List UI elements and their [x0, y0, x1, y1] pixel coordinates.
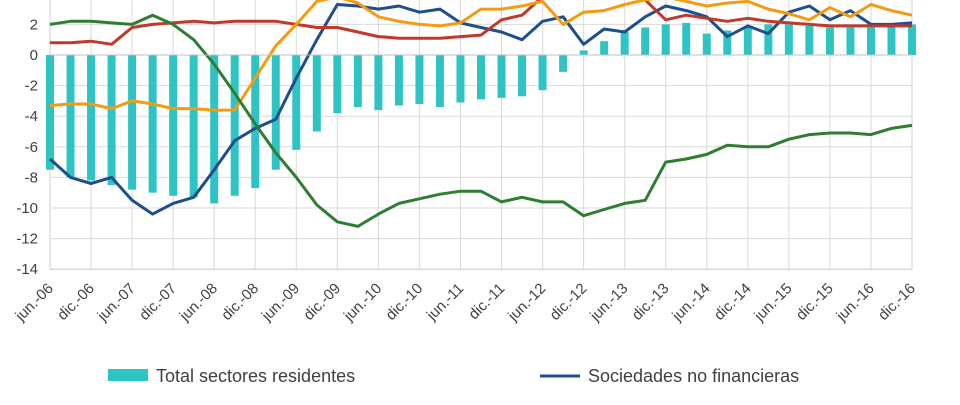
- bar: [846, 27, 855, 55]
- bar: [497, 55, 506, 98]
- bar: [908, 24, 916, 55]
- x-tick-label: jun.-15: [751, 280, 796, 325]
- series-line: [50, 0, 912, 46]
- y-tick-label: -4: [25, 108, 38, 125]
- bar: [456, 55, 465, 103]
- y-tick-label: 2: [30, 16, 38, 33]
- x-tick-label: dic.-11: [465, 280, 508, 323]
- bar: [682, 22, 691, 55]
- bar: [600, 41, 609, 55]
- x-tick-label: dic.-16: [875, 280, 919, 324]
- bar: [661, 24, 670, 55]
- x-tick-label: jun.-14: [668, 280, 713, 325]
- bar: [107, 55, 116, 186]
- x-tick-label: dic.-08: [218, 280, 262, 324]
- bar: [189, 55, 198, 198]
- bar: [353, 55, 362, 108]
- x-tick-label: dic.-09: [300, 280, 344, 324]
- series-line: [48, 3, 913, 216]
- x-tick-label: dic.-14: [711, 280, 755, 324]
- bar: [128, 55, 137, 190]
- bar: [435, 55, 444, 108]
- bar: [271, 55, 280, 170]
- bar: [825, 27, 834, 55]
- x-tick-label: jun.-08: [176, 280, 221, 325]
- bar: [559, 55, 568, 72]
- bar: [743, 25, 752, 55]
- x-tick-label: dic.-15: [793, 280, 837, 324]
- bar: [784, 24, 793, 55]
- x-tick-label: jun.-10: [340, 280, 385, 325]
- bar: [87, 55, 96, 181]
- bar: [333, 55, 342, 114]
- x-tick-label: dic.-07: [136, 280, 180, 324]
- bar: [66, 55, 75, 178]
- legend-label: Total sectores residentes: [156, 366, 355, 386]
- y-tick-label: -10: [16, 200, 38, 217]
- bar: [394, 55, 403, 106]
- bar: [518, 55, 527, 97]
- y-tick-label: -8: [25, 169, 38, 186]
- x-tick-label: jun.-11: [423, 280, 467, 324]
- bar: [46, 55, 54, 170]
- bar-series: [46, 22, 916, 204]
- y-tick-label: -6: [25, 139, 38, 156]
- bar: [641, 27, 650, 55]
- x-tick-label: dic.-10: [382, 280, 426, 324]
- bar: [230, 55, 239, 196]
- bar: [148, 55, 157, 193]
- x-tick-label: jun.-07: [94, 280, 139, 325]
- plot-frame: [49, 0, 913, 270]
- bar: [620, 32, 629, 55]
- x-tick-label: jun.-16: [833, 280, 878, 325]
- series-line: [49, 13, 913, 228]
- gridlines: [49, 0, 913, 270]
- x-tick-label: jun.-13: [586, 280, 631, 325]
- bar: [312, 55, 321, 132]
- line-series: [48, 0, 913, 228]
- bar: [210, 55, 219, 204]
- bar: [702, 33, 711, 55]
- bar: [374, 55, 383, 111]
- x-tick-label: jun.-09: [258, 280, 303, 325]
- x-tick-label: dic.-12: [547, 280, 591, 324]
- x-tick-label: jun.-12: [504, 280, 549, 325]
- bar: [887, 25, 896, 55]
- bar: [169, 55, 178, 196]
- y-tick-label: -2: [25, 78, 38, 95]
- bar: [866, 27, 875, 55]
- bar: [805, 25, 814, 55]
- x-tick-label: dic.-13: [629, 280, 673, 324]
- bar: [477, 55, 485, 100]
- bar: [415, 55, 424, 104]
- bar: [723, 30, 732, 55]
- bar: [579, 50, 588, 55]
- bar: [538, 55, 547, 91]
- legend: Total sectores residentes Sociedades no f…: [108, 366, 799, 386]
- legend-label: Sociedades no financieras: [588, 366, 799, 386]
- x-tick-label: jun.-06: [12, 280, 57, 325]
- legend-swatch-bar: [108, 369, 148, 381]
- bar: [764, 24, 773, 55]
- y-tick-label: -12: [16, 231, 38, 248]
- bar: [292, 55, 301, 150]
- y-tick-label: -14: [16, 261, 38, 278]
- axes: -14 -12 -10 -8 -6 -4 -2 0 2 jun.-06dic.-06jun.-07…: [12, 16, 919, 325]
- series-line: [49, 0, 913, 112]
- y-tick-label: 0: [30, 47, 38, 64]
- x-tick-label: dic.-06: [54, 280, 98, 324]
